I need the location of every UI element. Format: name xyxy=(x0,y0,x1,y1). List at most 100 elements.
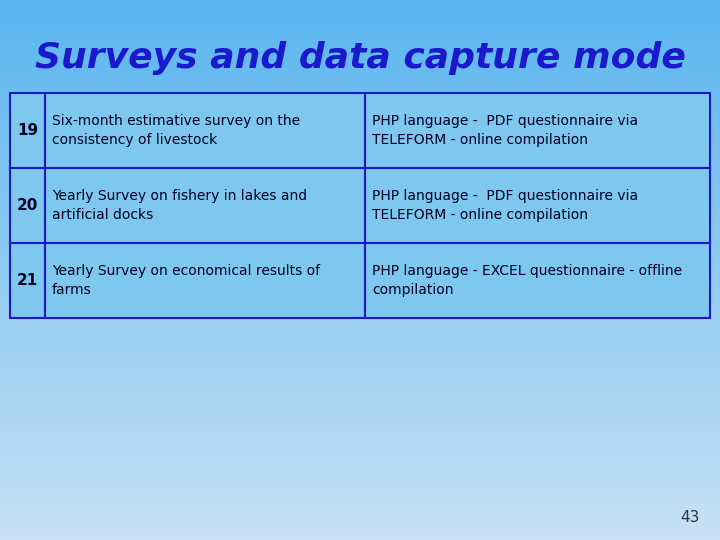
Bar xyxy=(0,520,720,522)
Bar xyxy=(0,317,720,319)
Bar xyxy=(0,261,720,263)
Bar xyxy=(0,501,720,502)
Bar xyxy=(0,293,720,295)
Text: PHP language -  PDF questionnaire via
TELEFORM - online compilation: PHP language - PDF questionnaire via TEL… xyxy=(372,114,638,147)
Bar xyxy=(0,335,720,336)
Bar xyxy=(0,349,720,351)
Bar xyxy=(0,535,720,536)
Bar xyxy=(0,243,720,245)
Bar xyxy=(0,200,720,201)
Text: 21: 21 xyxy=(17,273,38,288)
Bar xyxy=(0,29,720,31)
Bar xyxy=(0,250,720,252)
Bar xyxy=(0,171,720,173)
Bar xyxy=(0,482,720,484)
Bar xyxy=(0,393,720,394)
Bar xyxy=(0,277,720,279)
Bar xyxy=(0,106,720,108)
Bar xyxy=(0,248,720,250)
Bar xyxy=(0,378,720,380)
Bar xyxy=(0,0,720,2)
Bar xyxy=(0,42,720,43)
Bar xyxy=(0,299,720,301)
Bar xyxy=(0,517,720,518)
Bar xyxy=(0,457,720,459)
Bar xyxy=(0,146,720,147)
Bar xyxy=(0,113,720,115)
Bar xyxy=(0,282,720,285)
Bar xyxy=(0,502,720,504)
Bar xyxy=(0,18,720,20)
Bar xyxy=(0,344,720,346)
Bar xyxy=(0,322,720,324)
Bar xyxy=(0,443,720,444)
Bar xyxy=(0,252,720,254)
Text: Yearly Survey on economical results of
farms: Yearly Survey on economical results of f… xyxy=(52,264,320,297)
Bar xyxy=(0,454,720,455)
Bar xyxy=(0,238,720,239)
Bar xyxy=(0,239,720,241)
Bar xyxy=(0,331,720,333)
Bar xyxy=(0,491,720,493)
Bar xyxy=(0,326,720,328)
Bar xyxy=(0,255,720,258)
Bar xyxy=(0,65,720,66)
Bar xyxy=(0,220,720,221)
Bar xyxy=(0,144,720,146)
Bar xyxy=(0,414,720,416)
Bar xyxy=(0,474,720,475)
Bar xyxy=(0,123,720,124)
Bar xyxy=(0,421,720,423)
Bar xyxy=(10,93,45,168)
Bar xyxy=(0,470,720,471)
Bar xyxy=(0,155,720,157)
Bar xyxy=(0,356,720,358)
Bar xyxy=(0,128,720,130)
Bar xyxy=(0,11,720,12)
Bar xyxy=(0,306,720,308)
Bar xyxy=(0,481,720,482)
Bar xyxy=(0,304,720,306)
Text: Yearly Survey on fishery in lakes and
artificial docks: Yearly Survey on fishery in lakes and ar… xyxy=(52,189,307,222)
Bar xyxy=(0,369,720,371)
Bar xyxy=(0,286,720,288)
Bar xyxy=(0,265,720,266)
Bar xyxy=(0,463,720,464)
Bar xyxy=(0,228,720,231)
Bar xyxy=(0,231,720,232)
Bar xyxy=(0,376,720,378)
Bar xyxy=(0,133,720,135)
Bar xyxy=(0,342,720,344)
Bar xyxy=(0,258,720,259)
Bar xyxy=(0,22,720,23)
Bar xyxy=(0,525,720,528)
Bar xyxy=(0,49,720,50)
Bar xyxy=(0,398,720,400)
Bar xyxy=(0,351,720,353)
Bar xyxy=(0,5,720,7)
Bar xyxy=(0,174,720,177)
Bar xyxy=(0,479,720,481)
Bar xyxy=(0,147,720,150)
Bar xyxy=(0,157,720,158)
Bar xyxy=(0,225,720,227)
Bar xyxy=(0,288,720,290)
Bar xyxy=(0,339,720,340)
Bar xyxy=(0,23,720,25)
Bar xyxy=(0,93,720,96)
Bar xyxy=(0,488,720,490)
Bar xyxy=(0,58,720,59)
Bar xyxy=(0,324,720,326)
Bar xyxy=(365,93,710,168)
Bar xyxy=(0,36,720,38)
Bar xyxy=(0,135,720,137)
Bar xyxy=(0,270,720,272)
Bar xyxy=(0,407,720,409)
Bar xyxy=(0,180,720,182)
Bar xyxy=(0,234,720,236)
Bar xyxy=(0,47,720,49)
Bar xyxy=(0,83,720,85)
Bar xyxy=(0,484,720,486)
Bar xyxy=(0,455,720,457)
Bar xyxy=(0,346,720,347)
